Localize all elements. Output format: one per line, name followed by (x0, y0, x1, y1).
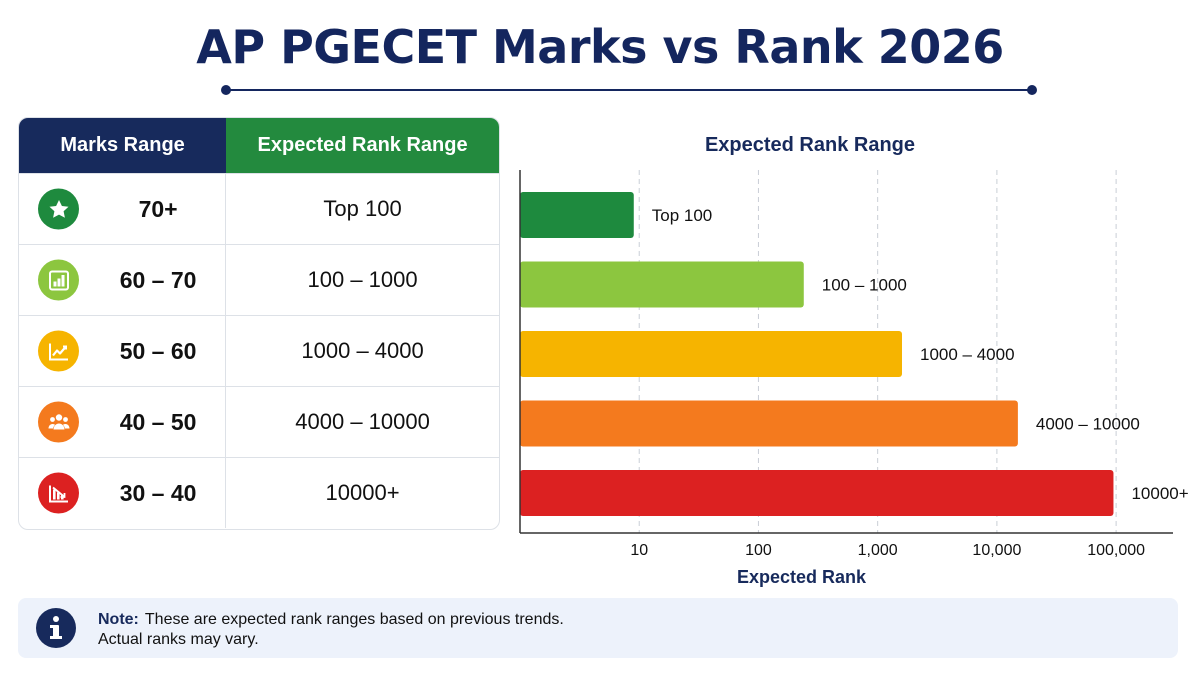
group-icon (38, 401, 79, 443)
rank-range-header: Expected Rank Range (226, 118, 499, 173)
rank-cell: 10000+ (325, 480, 400, 505)
chart-title: Expected Rank Range (704, 134, 916, 156)
bar-label: 100 – 1000 (822, 276, 907, 295)
table-row: 30 – 40 10000+ (19, 457, 499, 528)
bar-label: Top 100 (652, 206, 713, 225)
title-underline-dot-right (1027, 85, 1037, 95)
x-tick-label: 10,000 (972, 542, 1021, 559)
marks-rank-table: Marks Range Expected Rank Range 70+ Top 1… (18, 117, 500, 530)
rank-cell: 100 – 1000 (307, 267, 418, 292)
x-tick-label: 100 (745, 542, 772, 559)
x-axis-label: Expected Rank (737, 567, 867, 587)
marks-value: 50 – 60 (119, 337, 197, 364)
line-chart-icon (38, 330, 79, 372)
note-line-2: Actual ranks may vary. (98, 631, 259, 648)
bar-label: 10000+ (1131, 484, 1188, 503)
x-tick-label: 1,000 (858, 542, 898, 559)
rank-cell: 4000 – 10000 (295, 409, 430, 434)
rank-cell: 1000 – 4000 (301, 338, 424, 363)
table-row: 60 – 70 100 – 1000 (19, 244, 499, 315)
table-header: Marks Range Expected Rank Range (19, 118, 499, 173)
bar (520, 192, 634, 238)
marks-cell: 60 – 70 (19, 245, 227, 315)
bar (520, 400, 1018, 447)
bar (520, 470, 1114, 516)
x-tick-label: 10 (630, 542, 648, 559)
title-underline (226, 89, 1032, 91)
marks-value: 60 – 70 (119, 266, 197, 293)
rank-cell: Top 100 (323, 196, 402, 221)
info-icon (36, 608, 76, 648)
note-line-1: These are expected rank ranges based on … (144, 611, 564, 628)
marks-cell: 40 – 50 (19, 387, 227, 457)
declining-chart-icon (38, 472, 79, 514)
marks-cell: 50 – 60 (19, 316, 227, 386)
bar (520, 261, 804, 308)
bar (520, 331, 903, 377)
title-underline-dot-left (221, 85, 231, 95)
page-title: AP PGECET Marks vs Rank 2026 (196, 20, 1004, 74)
rank-bar-chart: Top 100 100 – 1000 1000 – 4000 4000 – 10000… (519, 170, 1189, 587)
note-text: Note: These are expected rank ranges base… (98, 610, 564, 650)
marks-value: 70+ (138, 195, 178, 222)
marks-cell: 30 – 40 (19, 458, 227, 528)
bar-chart-icon (38, 259, 79, 301)
marks-value: 30 – 40 (119, 479, 197, 506)
note-label: Note: (98, 611, 139, 628)
table-row: 50 – 60 1000 – 4000 (19, 315, 499, 386)
table-row: 40 – 50 4000 – 10000 (19, 386, 499, 457)
bar-label: 4000 – 10000 (1036, 415, 1140, 434)
marks-cell: 70+ (19, 174, 227, 244)
x-tick-label: 100,000 (1087, 542, 1145, 559)
marks-value: 40 – 50 (119, 408, 197, 435)
bar-label: 1000 – 4000 (920, 345, 1015, 364)
table-row: 70+ Top 100 (19, 173, 499, 244)
star-icon (38, 188, 79, 230)
note-box: Note: These are expected rank ranges base… (18, 598, 1178, 658)
marks-range-header: Marks Range (19, 118, 227, 173)
